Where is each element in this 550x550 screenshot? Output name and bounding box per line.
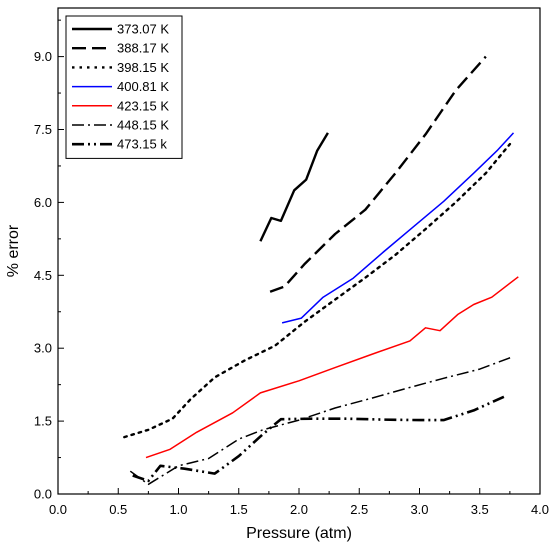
x-axis-title: Pressure (atm)	[246, 525, 352, 542]
y-tick-label: 1.5	[34, 414, 52, 429]
legend-label: 398.15 K	[117, 60, 169, 75]
series-line-2	[269, 55, 487, 293]
y-tick-label: 0.0	[34, 487, 52, 502]
series-line-1	[259, 132, 329, 242]
y-axis-title: % error	[5, 224, 22, 277]
y-tick-label: 3.0	[34, 341, 52, 356]
legend-label: 473.15 k	[117, 137, 167, 152]
y-tick-label: 6.0	[34, 195, 52, 210]
x-tick-label: 3.5	[471, 502, 489, 517]
plot-lines	[123, 55, 519, 486]
x-tick-label: 1.0	[169, 502, 187, 517]
legend: 373.07 K 388.17 K 398.15 K 400.81 K 423.15 K…	[65, 15, 183, 159]
y-tick-label: 4.5	[34, 268, 52, 283]
x-tick-label: 4.0	[531, 502, 549, 517]
x-tick-label: 1.5	[230, 502, 248, 517]
legend-label: 373.07 K	[117, 22, 169, 37]
legend-label: 400.81 K	[117, 79, 169, 94]
x-tick-label: 2.0	[290, 502, 308, 517]
x-tick-label: 0.0	[49, 502, 67, 517]
y-tick-label: 7.5	[34, 122, 52, 137]
axes: 0.0 0.5 1.0 1.5 2.0 2.5 3.0 3.5 4.0 0.0 1.5 3.0 4.5 6…	[34, 19, 549, 517]
y-tick-label: 9.0	[34, 49, 52, 64]
x-tick-label: 3.0	[410, 502, 428, 517]
legend-label: 448.15 K	[117, 118, 169, 133]
series-line-4	[281, 132, 515, 324]
series-line-6	[129, 356, 513, 486]
series-line-7	[132, 395, 505, 483]
series-line-3	[123, 142, 512, 439]
series-line-5	[145, 276, 519, 459]
x-tick-label: 2.5	[350, 502, 368, 517]
legend-label: 423.15 K	[117, 98, 169, 113]
legend-label: 388.17 K	[117, 41, 169, 56]
x-tick-label: 0.5	[109, 502, 127, 517]
